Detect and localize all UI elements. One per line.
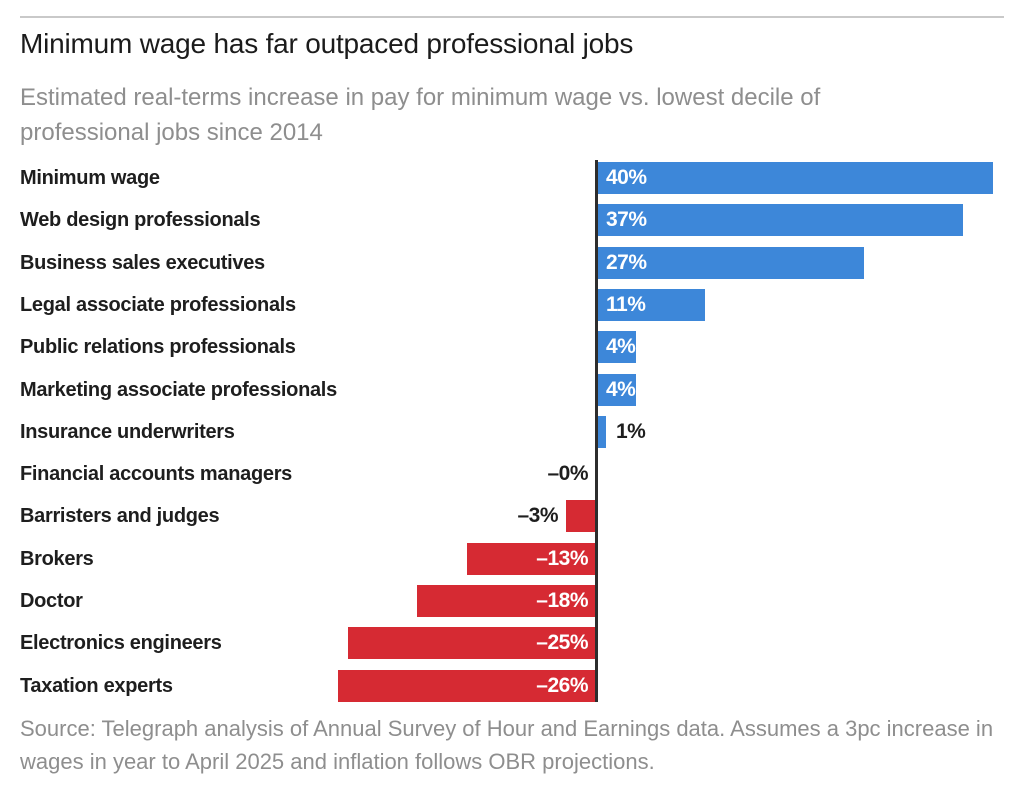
- bar: [417, 585, 596, 617]
- source-note: Source: Telegraph analysis of Annual Sur…: [20, 716, 994, 774]
- bar: [596, 331, 636, 363]
- zero-axis-line: [595, 160, 598, 702]
- value-label: 37%: [606, 208, 647, 231]
- category-label: Electronics engineers: [20, 632, 222, 654]
- category-label: Barristers and judges: [20, 505, 220, 527]
- category-label: Business sales executives: [20, 252, 265, 274]
- category-label: Public relations professionals: [20, 336, 296, 358]
- bar-chart: Minimum wage 40% Web design professionals 3…: [0, 160, 1024, 702]
- value-label: –0%: [547, 462, 588, 485]
- category-label: Legal associate professionals: [20, 294, 296, 316]
- chart-subtitle: Estimated real-terms increase in pay for…: [20, 84, 821, 146]
- category-label: Minimum wage: [20, 167, 160, 189]
- value-label: –26%: [536, 674, 588, 697]
- bar: [596, 289, 705, 321]
- bar: [596, 247, 864, 279]
- value-label: –13%: [536, 547, 588, 570]
- category-label: Taxation experts: [20, 675, 173, 697]
- top-divider: [20, 16, 1004, 18]
- bar: [348, 627, 596, 659]
- value-label: –3%: [517, 504, 558, 527]
- value-label: 1%: [616, 420, 646, 443]
- category-label: Doctor: [20, 590, 83, 612]
- chart-title: Minimum wage has far outpaced profession…: [20, 28, 634, 59]
- value-label: 4%: [606, 378, 636, 401]
- category-label: Insurance underwriters: [20, 421, 235, 443]
- category-label: Financial accounts managers: [20, 463, 292, 485]
- category-label: Brokers: [20, 548, 94, 570]
- bar: [338, 670, 596, 702]
- value-label: 11%: [606, 293, 646, 316]
- category-label: Marketing associate professionals: [20, 379, 337, 401]
- category-label: Web design professionals: [20, 209, 261, 231]
- bar: [596, 204, 963, 236]
- value-label: –18%: [536, 589, 588, 612]
- bar: [467, 543, 596, 575]
- bar: [596, 162, 993, 194]
- bar: [596, 374, 636, 406]
- value-label: 27%: [606, 251, 647, 274]
- value-label: 40%: [606, 166, 647, 189]
- bar: [596, 416, 606, 448]
- value-label: –25%: [536, 631, 588, 654]
- value-label: 4%: [606, 335, 636, 358]
- bar: [566, 500, 596, 532]
